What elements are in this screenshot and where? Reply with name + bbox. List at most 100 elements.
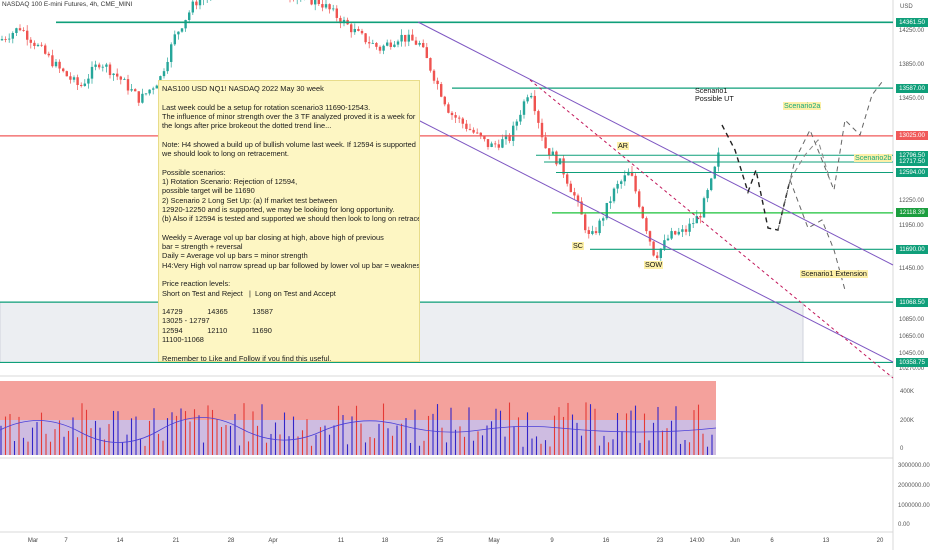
candle-body bbox=[65, 71, 68, 77]
candle-body bbox=[152, 88, 155, 90]
candle-body bbox=[108, 64, 112, 76]
note-line: Short on Test and Reject | Long on Test … bbox=[162, 288, 336, 298]
note-line: NAS100 USD NQ1! NASDAQ 2022 May 30 week bbox=[162, 84, 324, 93]
symbol-title: NASDAQ 100 E-mini Futures, 4h, CME_MINI bbox=[2, 1, 133, 8]
candle-body bbox=[486, 139, 490, 147]
note-line bbox=[162, 344, 416, 353]
candle-body bbox=[576, 195, 580, 202]
candle-body bbox=[8, 38, 11, 40]
candle-body bbox=[310, 0, 313, 5]
candle-body bbox=[652, 241, 655, 256]
time-tick: 18 bbox=[381, 538, 389, 544]
note-line: Price reaction levels: bbox=[162, 279, 231, 289]
candle-body bbox=[598, 220, 601, 234]
candle-body bbox=[461, 118, 464, 124]
annotation-sc: SC bbox=[572, 241, 584, 250]
candle-body bbox=[530, 95, 533, 98]
candle-body bbox=[569, 183, 572, 193]
candle-body bbox=[15, 28, 18, 33]
price-level-tag: 13025.00 bbox=[896, 131, 928, 141]
candle-body bbox=[324, 4, 328, 8]
price-tick: 11450.00 bbox=[899, 265, 924, 272]
candle-body bbox=[562, 158, 565, 175]
candle-body bbox=[375, 42, 378, 47]
candle-body bbox=[22, 30, 25, 31]
candle-body bbox=[36, 44, 40, 46]
candle-body bbox=[612, 188, 616, 202]
trend-line-dotted bbox=[529, 79, 894, 379]
candle-body bbox=[155, 85, 158, 89]
candle-body bbox=[11, 32, 14, 39]
note-line: Possible scenarios: bbox=[162, 167, 226, 177]
candle-body bbox=[638, 191, 641, 207]
time-tick: 20 bbox=[876, 538, 884, 544]
candle-body bbox=[699, 215, 702, 218]
candle-body bbox=[180, 28, 184, 32]
volume-tick: 400K bbox=[900, 389, 915, 395]
candle-body bbox=[44, 45, 47, 54]
candle-body bbox=[414, 40, 418, 45]
price-tick: 12250.00 bbox=[899, 197, 925, 204]
candle-body bbox=[105, 64, 108, 67]
time-tick: May bbox=[488, 538, 500, 544]
channel-upper bbox=[417, 21, 894, 266]
candle-body bbox=[648, 231, 652, 242]
candle-body bbox=[364, 33, 367, 43]
time-tick: Jun bbox=[730, 538, 740, 544]
candle-body bbox=[522, 101, 526, 115]
candle-body bbox=[490, 143, 493, 147]
annotation-ar: AR bbox=[617, 141, 629, 150]
candle-body bbox=[58, 61, 61, 69]
candle-body bbox=[54, 61, 58, 67]
price-tick: 13450.00 bbox=[899, 95, 925, 102]
candle-body bbox=[184, 19, 187, 29]
candle-body bbox=[62, 68, 65, 72]
candle-body bbox=[83, 83, 86, 86]
time-tick: 9 bbox=[550, 538, 554, 544]
candle-body bbox=[47, 53, 50, 56]
candle-body bbox=[483, 136, 486, 140]
candle-body bbox=[566, 174, 569, 184]
note-line: 2) Scenario 2 Long Set Up: (a) If market… bbox=[162, 195, 338, 205]
candle-body bbox=[688, 223, 691, 232]
candle-body bbox=[573, 192, 576, 196]
price-level-tag: 12594.00 bbox=[896, 167, 928, 177]
candle-body bbox=[526, 97, 529, 102]
time-tick: 28 bbox=[227, 538, 235, 544]
candle-body bbox=[144, 93, 148, 95]
annotation-scenario1: Scenario1 Possible UT bbox=[695, 86, 734, 103]
time-tick: 21 bbox=[172, 538, 180, 544]
candle-body bbox=[666, 238, 670, 241]
time-tick: 14 bbox=[116, 538, 124, 544]
price-level-tag: 11068.50 bbox=[896, 297, 928, 307]
candle-body bbox=[90, 66, 94, 79]
candle-body bbox=[418, 42, 421, 45]
time-tick: 11 bbox=[337, 538, 345, 544]
candle-body bbox=[198, 0, 202, 6]
note-line: possible target will be 11690 bbox=[162, 186, 255, 196]
candle-body bbox=[519, 114, 522, 122]
candle-body bbox=[94, 64, 97, 67]
candle-body bbox=[515, 121, 518, 126]
note-line bbox=[162, 93, 416, 102]
candle-body bbox=[508, 134, 511, 141]
scenario1-path bbox=[721, 124, 791, 231]
candle-body bbox=[368, 42, 371, 44]
candle-body bbox=[195, 1, 198, 6]
candle-body bbox=[335, 8, 338, 18]
scenario2a-path bbox=[777, 81, 883, 231]
candle-body bbox=[497, 144, 500, 148]
candle-body bbox=[548, 148, 551, 155]
time-tick: 25 bbox=[436, 538, 444, 544]
candle-body bbox=[4, 39, 7, 40]
scenario2b-path bbox=[789, 138, 831, 181]
price-tick: 10850.00 bbox=[899, 316, 925, 323]
candle-body bbox=[674, 231, 677, 235]
volume-band bbox=[0, 420, 716, 455]
candle-body bbox=[332, 8, 335, 10]
time-tick: 16 bbox=[602, 538, 610, 544]
candle-body bbox=[126, 79, 130, 91]
price-level-tag: 12118.39 bbox=[896, 208, 928, 218]
candle-body bbox=[584, 214, 587, 231]
